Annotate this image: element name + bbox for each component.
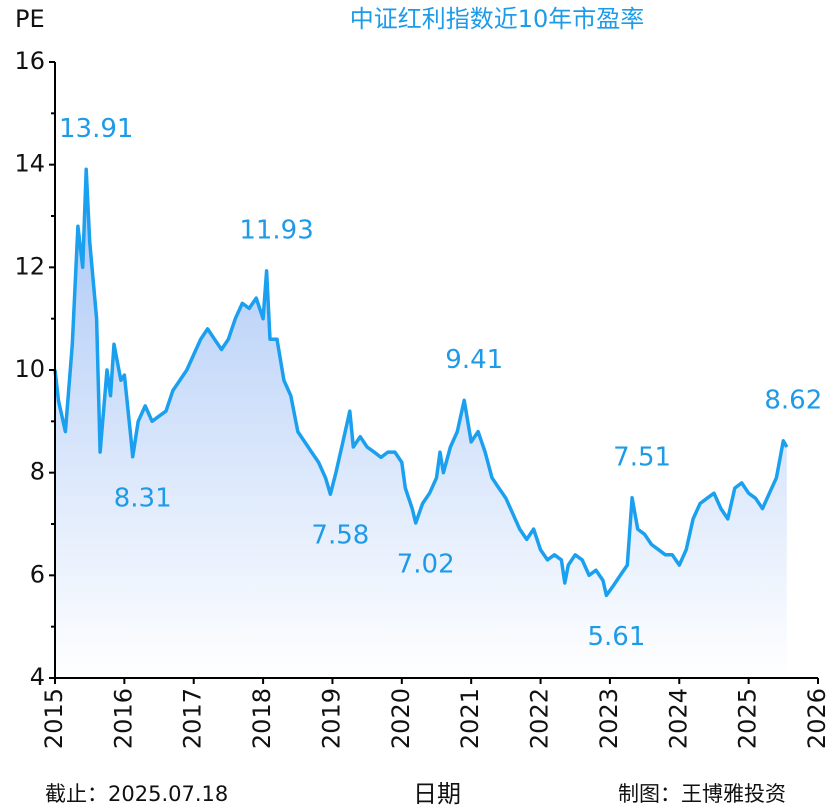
annotation: 5.61 [587, 622, 645, 652]
x-tick-label: 2018 [248, 688, 276, 749]
x-tick-label: 2025 [734, 688, 762, 749]
x-tick-label: 2022 [526, 688, 554, 749]
x-tick-label: 2019 [317, 688, 345, 749]
y-tick-label: 6 [30, 560, 45, 588]
y-tick-label: 8 [30, 458, 45, 486]
x-tick-label: 2023 [595, 688, 623, 749]
x-axis-label: 日期 [413, 780, 461, 808]
x-tick-label: 2017 [179, 688, 207, 749]
x-tick-label: 2015 [40, 688, 68, 749]
annotation: 8.31 [114, 483, 172, 513]
y-tick-label: 4 [30, 663, 45, 691]
annotation: 7.58 [311, 521, 369, 551]
x-tick-label: 2026 [803, 688, 831, 749]
annotation: 13.91 [59, 114, 133, 144]
area [55, 169, 787, 679]
annotation: 11.93 [239, 215, 313, 245]
footer-left: 截止：2025.07.18 [45, 782, 228, 806]
y-axis-label: PE [15, 5, 45, 33]
annotation: 7.02 [397, 549, 455, 579]
y-tick-label: 10 [14, 355, 45, 383]
annotation: 7.51 [613, 442, 671, 472]
y-tick-label: 16 [14, 47, 45, 75]
y-tick-label: 12 [14, 252, 45, 280]
x-tick-label: 2021 [456, 688, 484, 749]
x-tick-label: 2020 [387, 688, 415, 749]
chart-title: 中证红利指数近10年市盈率 [350, 5, 645, 33]
annotation: 8.62 [764, 385, 822, 415]
x-tick-label: 2016 [109, 688, 137, 749]
line [53, 167, 789, 598]
y-tick-label: 14 [14, 150, 45, 178]
footer-right: 制图：王博雅投资 [618, 782, 786, 806]
x-tick-label: 2024 [664, 688, 692, 749]
annotation: 9.41 [445, 345, 503, 375]
